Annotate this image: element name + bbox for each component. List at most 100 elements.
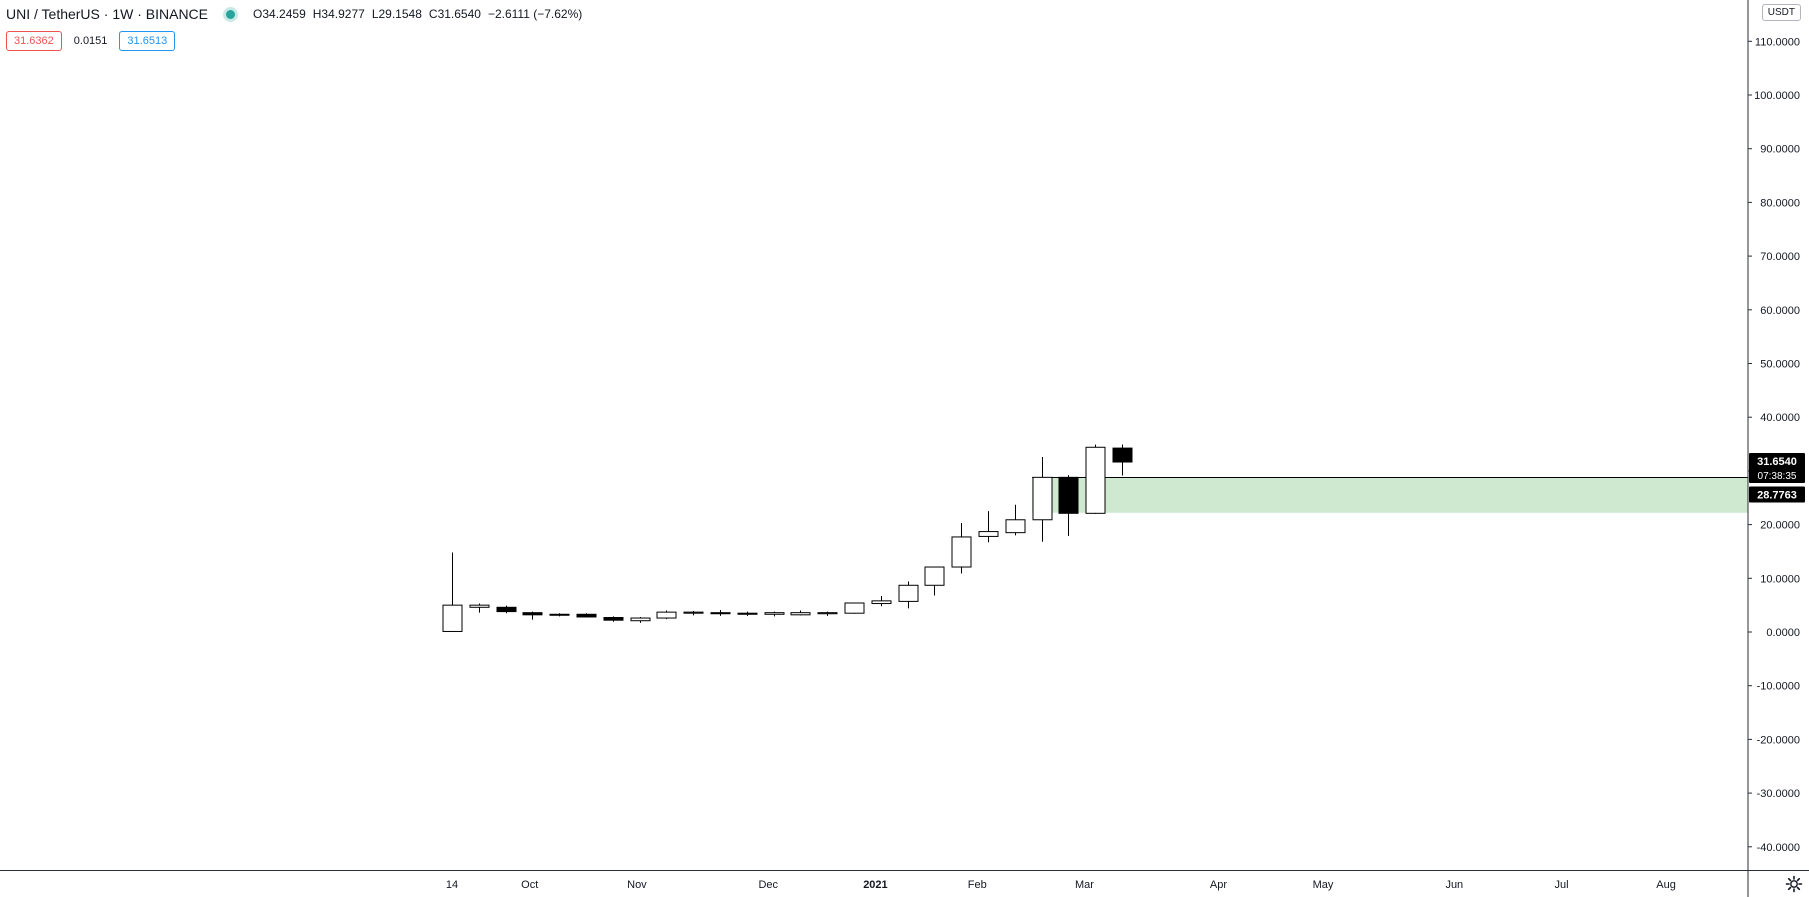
bid-ask-row: 31.6362 0.0151 31.6513: [6, 31, 176, 51]
candle-body-up: [549, 613, 570, 616]
ask-button[interactable]: 31.6513: [119, 31, 176, 51]
candle-body-up: [790, 612, 811, 616]
open-value: 34.2459: [262, 7, 306, 21]
candle: [790, 610, 811, 616]
candle: [496, 605, 517, 614]
candle: [871, 596, 892, 607]
close-value: 31.6540: [437, 7, 481, 21]
candle: [951, 522, 972, 574]
y-tick-label: 0.0000: [1766, 627, 1800, 639]
candle: [656, 610, 677, 620]
market-status-icon: [226, 9, 236, 19]
support-zone-fill: [1032, 477, 1748, 513]
candle-body-down: [576, 613, 597, 618]
candle: [603, 616, 624, 622]
low-label: L: [371, 7, 379, 21]
candle-body-down: [710, 612, 731, 615]
y-tick-label: 100.0000: [1754, 90, 1800, 102]
candle: [1085, 444, 1106, 514]
candle-body-up: [844, 602, 865, 614]
candle-body-up: [951, 536, 972, 568]
spread-value: 0.0151: [73, 35, 108, 47]
candle-body-up: [764, 612, 785, 615]
y-tick-label: -10.0000: [1757, 681, 1800, 693]
close-label: C: [428, 7, 438, 21]
candle: [978, 511, 999, 543]
candle-body-up: [898, 584, 919, 602]
x-tick-label: 14: [446, 879, 458, 891]
x-tick-label: 2021: [863, 879, 887, 891]
y-tick-label: 110.0000: [1755, 36, 1800, 48]
candle: [1112, 444, 1133, 476]
zone-price-label-bg: [1749, 486, 1805, 503]
candle: [442, 552, 463, 632]
candles-layer: [442, 444, 1133, 632]
y-tick-label: 90.0000: [1760, 144, 1800, 156]
candle: [1005, 504, 1026, 536]
candle: [764, 611, 785, 617]
x-tick-label: Oct: [521, 879, 538, 891]
x-tick-label: Apr: [1210, 879, 1227, 891]
candle-body-up: [469, 604, 490, 608]
candle-body-up: [978, 531, 999, 537]
x-tick-label: Feb: [968, 879, 987, 891]
x-tick-label: Jul: [1554, 879, 1568, 891]
y-tick-label: -30.0000: [1757, 788, 1800, 800]
time-axis[interactable]: 14 Oct Nov Dec 2021 Feb Mar Apr May Jun Jul Aug: [446, 879, 1676, 891]
last-price-label-bg: [1749, 453, 1805, 484]
y-tick-label: 10.0000: [1760, 573, 1800, 585]
bid-button[interactable]: 31.6362: [6, 31, 62, 51]
candle: [924, 566, 945, 596]
currency-button[interactable]: USDT: [1761, 4, 1801, 21]
settings-gear-icon[interactable]: [1785, 875, 1803, 893]
candle-body-up: [871, 600, 892, 605]
candle-body-down: [603, 617, 624, 621]
candle-body-down: [737, 612, 758, 615]
x-tick-label: Dec: [758, 879, 778, 891]
open-label: O: [253, 7, 263, 21]
candle: [522, 611, 543, 620]
candle: [844, 602, 865, 614]
candle-body-down: [1058, 476, 1079, 514]
candle-body-up: [656, 611, 677, 619]
candle: [1058, 475, 1079, 536]
candle-body-up: [1085, 446, 1106, 514]
candle-body-up: [1005, 519, 1026, 534]
y-tick-label: 70.0000: [1760, 251, 1800, 263]
low-value: 29.1548: [378, 7, 422, 21]
x-tick-label: Jun: [1445, 879, 1463, 891]
candle-body-up: [924, 566, 945, 586]
candle: [549, 613, 570, 617]
candle-body-up: [683, 611, 704, 614]
candle: [817, 611, 838, 616]
y-tick-label: 20.0000: [1760, 520, 1800, 532]
ohlc-values: O34.2459 H34.9277 L29.1548 C31.6540 −2.6…: [253, 7, 582, 21]
bar-countdown-label: 07:38:35: [1758, 471, 1797, 482]
candle-body-down: [1112, 447, 1133, 463]
candle: [898, 581, 919, 609]
plot-background[interactable]: [0, 0, 1748, 870]
candle: [710, 609, 731, 616]
last-price-label: 31.6540: [1757, 456, 1797, 468]
y-tick-label: 80.0000: [1760, 197, 1800, 209]
y-tick-label: 40.0000: [1760, 412, 1800, 424]
y-tick-label: 60.0000: [1760, 305, 1800, 317]
candle-body-down: [496, 606, 517, 613]
y-tick-label: 50.0000: [1760, 359, 1800, 371]
price-axis[interactable]: 110.0000 100.0000 90.0000 80.0000 70.0000 60.…: [1748, 36, 1800, 854]
y-tick-label: -40.0000: [1757, 842, 1800, 854]
series-legend: UNI / TetherUS · 1W · BINANCE O34.2459 H…: [6, 6, 582, 22]
candle-body-up: [817, 612, 838, 615]
x-tick-label: Aug: [1656, 879, 1676, 891]
candle-body-down: [522, 612, 543, 616]
candle-body-up: [630, 617, 651, 622]
symbol-title[interactable]: UNI / TetherUS · 1W · BINANCE: [6, 6, 209, 22]
x-tick-label: Mar: [1075, 879, 1094, 891]
high-label: H: [312, 7, 322, 21]
zone-price-label: 28.7763: [1757, 489, 1797, 501]
candle-body-up: [1032, 476, 1053, 521]
candle: [737, 611, 758, 616]
support-zone-layer: [1032, 476, 1748, 513]
candle: [683, 611, 704, 616]
